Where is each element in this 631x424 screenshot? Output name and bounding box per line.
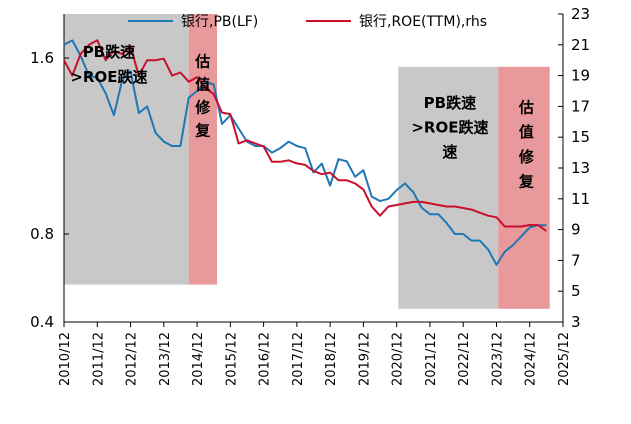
x-tick-label: 2025/12 <box>557 332 572 386</box>
axes: 0.4 0.8 1.6 3 5 7 9 11 13 15 17 19 21 23 2010/12 2011/1… <box>30 5 590 386</box>
x-tick-label: 2024/12 <box>524 332 539 386</box>
region-annotation: 估 <box>194 52 210 70</box>
right-tick-label: 11 <box>571 190 590 208</box>
x-tick-label: 2023/12 <box>490 332 505 386</box>
right-tick-label: 9 <box>571 221 581 239</box>
region-annotation: 速 <box>442 143 457 161</box>
right-tick-label: 15 <box>571 128 590 146</box>
x-tick-label: 2018/12 <box>324 332 339 386</box>
region-annotation: 值 <box>519 123 534 141</box>
right-tick-label: 13 <box>571 159 590 177</box>
right-tick-label: 7 <box>571 251 581 269</box>
region-annotation: 修 <box>518 148 535 166</box>
x-tick-label: 2013/12 <box>158 332 173 386</box>
legend: 银行,PB(LF) 银行,ROE(TTM),rhs <box>128 14 487 30</box>
x-tick-label: 2016/12 <box>258 332 273 386</box>
right-tick-label: 23 <box>571 5 590 23</box>
roe-series-line <box>63 39 547 232</box>
region-annotation: 估 <box>518 99 534 117</box>
region-annotation: 修 <box>194 99 211 117</box>
x-tick-label: 2011/12 <box>91 332 106 386</box>
legend-label: 银行,PB(LF) <box>181 14 258 30</box>
pb-series-line <box>63 39 547 266</box>
x-tick-label: 2020/12 <box>391 332 406 386</box>
region-annotation: 值 <box>195 75 210 93</box>
region-gray-2021 <box>398 66 499 309</box>
left-tick-label: 0.4 <box>30 313 54 331</box>
right-tick-label: 17 <box>571 97 590 115</box>
watermark: 搜狐号@华夏基金 <box>492 397 604 414</box>
region-annotation: 复 <box>194 122 211 140</box>
region-annotation: 复 <box>518 172 535 190</box>
x-tick-label: 2021/12 <box>424 332 439 386</box>
x-tick-label: 2014/12 <box>191 332 206 386</box>
x-tick-label: 2012/12 <box>125 332 140 386</box>
right-tick-label: 3 <box>571 313 581 331</box>
left-tick-label: 0.8 <box>30 225 54 243</box>
region-annotation: >ROE跌速 <box>411 119 488 137</box>
x-tick-label: 2022/12 <box>457 332 472 386</box>
left-tick-label: 1.6 <box>30 49 54 67</box>
region-red-2024 <box>498 66 550 309</box>
shaded-regions <box>64 14 550 309</box>
region-gray-2011 <box>64 14 189 285</box>
legend-label: 银行,ROE(TTM),rhs <box>359 14 487 30</box>
right-tick-label: 21 <box>571 36 590 54</box>
right-tick-label: 19 <box>571 67 590 85</box>
x-tick-label: 2015/12 <box>224 332 239 386</box>
region-red-2014 <box>188 14 218 285</box>
region-annotation: PB跌速 <box>424 94 476 112</box>
x-tick-label: 2017/12 <box>291 332 306 386</box>
series-lines <box>63 39 547 266</box>
x-tick-label: 2019/12 <box>357 332 372 386</box>
region-annotation: PB跌速 <box>83 43 135 61</box>
right-tick-label: 5 <box>571 282 581 300</box>
x-tick-label: 2010/12 <box>58 332 73 386</box>
region-annotation: >ROE跌速 <box>70 68 147 86</box>
